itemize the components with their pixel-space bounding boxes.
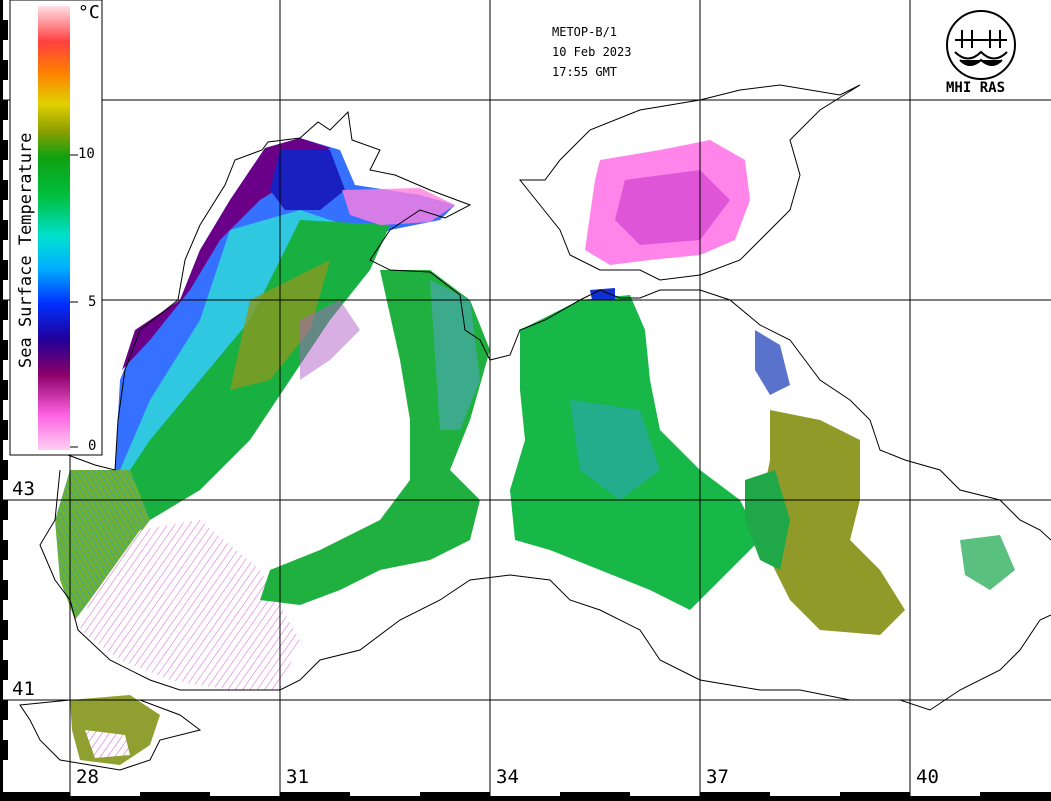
- date-label: 10 Feb 2023: [552, 45, 632, 59]
- lon-label-31: 31: [286, 766, 309, 788]
- legend-tick-5: 5: [88, 294, 97, 310]
- lon-label-40: 40: [916, 766, 939, 788]
- lat-label-43: 43: [12, 478, 35, 500]
- legend-panel: [9, 0, 103, 456]
- logo-text: MHI RAS: [946, 80, 1006, 96]
- lat-label-41: 41: [12, 678, 35, 700]
- lon-label-37: 37: [706, 766, 729, 788]
- sst-field: [55, 138, 1015, 765]
- colorbar: [38, 6, 70, 450]
- legend-tick-10: 10: [78, 146, 95, 162]
- lon-label-28: 28: [76, 766, 99, 788]
- mhi-logo-icon: [946, 10, 1016, 80]
- time-label: 17:55 GMT: [552, 65, 618, 79]
- frame-ruler-bottom: [0, 792, 1051, 801]
- legend-unit: °C: [78, 2, 100, 23]
- legend-title: Sea Surface Temperature: [16, 132, 36, 368]
- frame-ruler-left: [0, 0, 8, 801]
- legend-tick-0: 0: [88, 438, 97, 454]
- satellite-label: METOP-B/1: [552, 25, 618, 39]
- lon-label-34: 34: [496, 766, 519, 788]
